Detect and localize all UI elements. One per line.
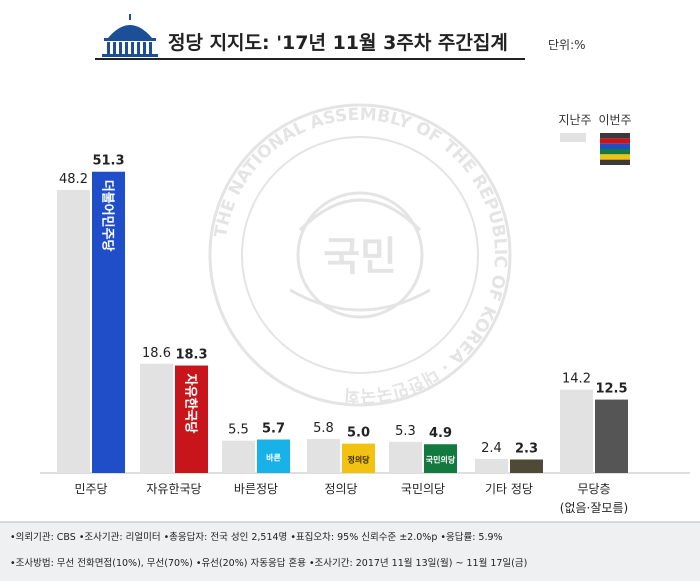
value-label-prev-5: 2.4 xyxy=(481,441,502,456)
legend: 지난주 이번주 xyxy=(558,113,632,165)
bar-prev-0 xyxy=(57,189,90,473)
category-label-6: 무당층 xyxy=(577,482,610,496)
footer-line-2: •조사방법: 무선 전화면접(10%), 무선(70%) •유선(20%) 자동… xyxy=(10,557,527,569)
bar-curr-0 xyxy=(92,171,125,473)
bar-curr-5 xyxy=(510,459,543,473)
footer-band xyxy=(0,522,700,581)
value-label-curr-1: 18.3 xyxy=(175,348,207,363)
value-labels: 48.2 51.3 18.6 18.3 5.5 5.7 5.8 5.0 5.3 4.9 2.4 2.3… xyxy=(59,154,628,457)
bar-curr-3 xyxy=(342,443,375,473)
bar-prev-5 xyxy=(475,458,508,473)
bar-prev-1 xyxy=(140,363,173,473)
legend-curr-label: 이번주 xyxy=(598,113,631,127)
legend-stripe-5 xyxy=(600,159,630,165)
legend-stripe-2 xyxy=(600,143,630,149)
legend-prev-swatch xyxy=(560,133,586,142)
assembly-seal-watermark: 국민 THE NATIONAL ASSEMBLY OF THE REPUBLIC… xyxy=(208,103,512,407)
value-label-curr-4: 4.9 xyxy=(429,426,452,441)
category-labels: 민주당 자유한국당 바른정당 정의당 국민의당 기타 정당 무당층 (없음·잘모름) xyxy=(74,482,628,515)
value-label-prev-3: 5.8 xyxy=(313,421,334,436)
category-label-0: 민주당 xyxy=(74,482,107,496)
bar-prev-6 xyxy=(560,389,593,473)
bar-curr-4 xyxy=(424,444,457,473)
legend-curr-swatch xyxy=(600,133,630,165)
category-label-1: 자유한국당 xyxy=(146,482,201,496)
legend-stripe-1 xyxy=(600,138,630,144)
value-label-curr-0: 51.3 xyxy=(92,154,124,169)
value-label-prev-4: 5.3 xyxy=(395,424,416,439)
value-label-curr-6: 12.5 xyxy=(595,382,627,397)
title-underline xyxy=(95,58,525,60)
bar-prev-4 xyxy=(389,441,422,473)
footer-line-1: •의뢰기관: CBS •조사기관: 리얼미터 •총응답자: 전국 성인 2,51… xyxy=(10,531,503,543)
bar-logo-4: 국민의당 xyxy=(426,455,456,465)
value-label-prev-6: 14.2 xyxy=(562,372,591,387)
legend-prev-label: 지난주 xyxy=(558,113,591,127)
bar-curr-1 xyxy=(175,365,208,473)
bar-prev-3 xyxy=(307,438,340,473)
chart-title: 정당 지지도: '17년 11월 3주차 주간집계 xyxy=(168,32,508,54)
bar-curr-2 xyxy=(257,439,290,473)
value-label-prev-0: 48.2 xyxy=(59,172,88,187)
value-label-prev-2: 5.5 xyxy=(228,423,249,438)
assembly-building-icon xyxy=(102,14,158,57)
bar-logo-2: 바른 xyxy=(266,452,281,462)
category-label-3: 정의당 xyxy=(324,482,357,496)
value-label-curr-2: 5.7 xyxy=(262,422,285,437)
category-label-2: 바른정당 xyxy=(234,482,278,496)
bar-curr-6 xyxy=(595,399,628,473)
category-label-5: 기타 정당 xyxy=(485,482,533,496)
legend-stripe-4 xyxy=(600,154,630,160)
unit-label: 단위:% xyxy=(548,38,586,52)
bar-logo-0: 더불어민주당 xyxy=(100,180,116,252)
bar-prev-2 xyxy=(222,440,255,473)
category-label-4: 국민의당 xyxy=(401,482,445,496)
category-sublabel-6: (없음·잘모름) xyxy=(560,501,628,515)
legend-stripe-0 xyxy=(600,133,630,139)
value-label-prev-1: 18.6 xyxy=(142,346,171,361)
seal-center-text: 국민 xyxy=(323,234,397,280)
value-label-curr-3: 5.0 xyxy=(347,426,370,441)
legend-stripe-3 xyxy=(600,149,630,155)
value-label-curr-5: 2.3 xyxy=(515,441,538,456)
bar-logo-1: 자유한국당 xyxy=(183,374,199,434)
bar-logo-3: 정의당 xyxy=(347,454,370,464)
